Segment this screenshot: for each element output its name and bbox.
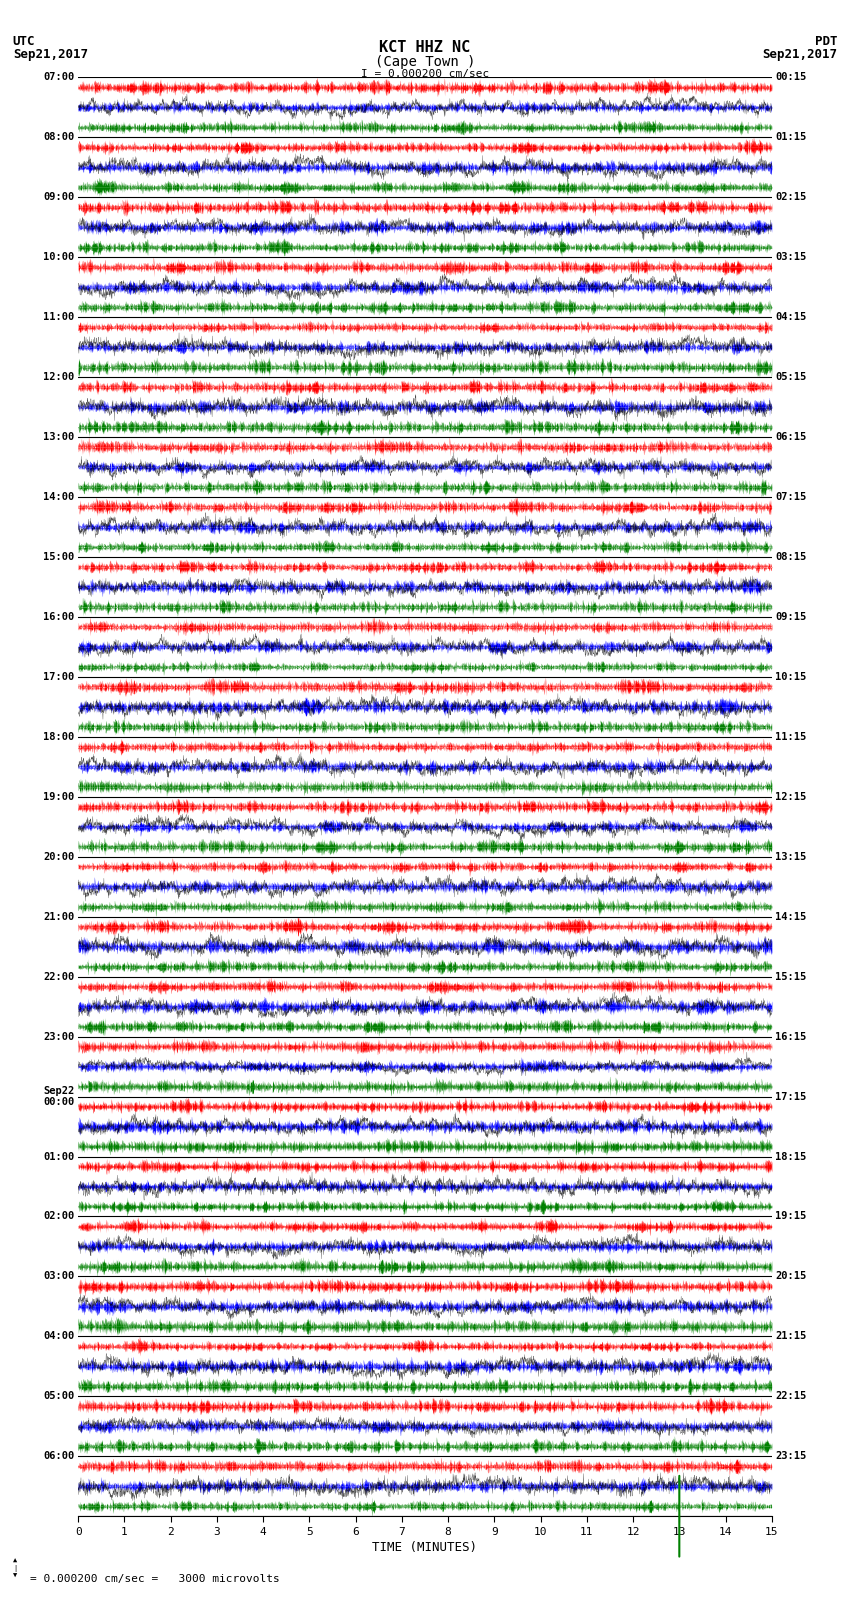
Text: 14:15: 14:15 bbox=[775, 911, 807, 921]
Text: ▲
|
▼: ▲ | ▼ bbox=[13, 1558, 17, 1579]
Text: 20:00: 20:00 bbox=[43, 852, 75, 861]
Text: 06:15: 06:15 bbox=[775, 432, 807, 442]
Text: 07:00: 07:00 bbox=[43, 73, 75, 82]
Text: 21:15: 21:15 bbox=[775, 1331, 807, 1342]
Text: Sep22
00:00: Sep22 00:00 bbox=[43, 1086, 75, 1108]
Text: 05:15: 05:15 bbox=[775, 373, 807, 382]
Text: 04:15: 04:15 bbox=[775, 313, 807, 323]
Text: 21:00: 21:00 bbox=[43, 911, 75, 921]
Text: 22:00: 22:00 bbox=[43, 971, 75, 982]
Text: 14:00: 14:00 bbox=[43, 492, 75, 502]
Text: 16:00: 16:00 bbox=[43, 611, 75, 623]
Text: 00:15: 00:15 bbox=[775, 73, 807, 82]
Text: Sep21,2017: Sep21,2017 bbox=[762, 48, 837, 61]
Text: 15:15: 15:15 bbox=[775, 971, 807, 982]
Text: 17:00: 17:00 bbox=[43, 673, 75, 682]
Text: 01:15: 01:15 bbox=[775, 132, 807, 142]
Text: 13:00: 13:00 bbox=[43, 432, 75, 442]
Text: 01:00: 01:00 bbox=[43, 1152, 75, 1161]
Text: 06:00: 06:00 bbox=[43, 1452, 75, 1461]
Text: 23:15: 23:15 bbox=[775, 1452, 807, 1461]
Text: 11:00: 11:00 bbox=[43, 313, 75, 323]
Text: 16:15: 16:15 bbox=[775, 1032, 807, 1042]
Text: 10:15: 10:15 bbox=[775, 673, 807, 682]
Text: 19:00: 19:00 bbox=[43, 792, 75, 802]
Text: 15:00: 15:00 bbox=[43, 552, 75, 561]
Text: 12:00: 12:00 bbox=[43, 373, 75, 382]
Text: 18:15: 18:15 bbox=[775, 1152, 807, 1161]
Text: 20:15: 20:15 bbox=[775, 1271, 807, 1281]
X-axis label: TIME (MINUTES): TIME (MINUTES) bbox=[372, 1540, 478, 1553]
Text: 05:00: 05:00 bbox=[43, 1392, 75, 1402]
Text: I = 0.000200 cm/sec: I = 0.000200 cm/sec bbox=[361, 69, 489, 79]
Text: 18:00: 18:00 bbox=[43, 732, 75, 742]
Text: 09:15: 09:15 bbox=[775, 611, 807, 623]
Text: KCT HHZ NC: KCT HHZ NC bbox=[379, 40, 471, 55]
Text: 09:00: 09:00 bbox=[43, 192, 75, 202]
Text: 03:00: 03:00 bbox=[43, 1271, 75, 1281]
Text: 23:00: 23:00 bbox=[43, 1032, 75, 1042]
Text: (Cape Town ): (Cape Town ) bbox=[375, 55, 475, 69]
Text: 04:00: 04:00 bbox=[43, 1331, 75, 1342]
Text: 10:00: 10:00 bbox=[43, 252, 75, 263]
Text: 03:15: 03:15 bbox=[775, 252, 807, 263]
Text: 19:15: 19:15 bbox=[775, 1211, 807, 1221]
Text: 07:15: 07:15 bbox=[775, 492, 807, 502]
Text: 02:00: 02:00 bbox=[43, 1211, 75, 1221]
Text: 08:00: 08:00 bbox=[43, 132, 75, 142]
Text: PDT: PDT bbox=[815, 35, 837, 48]
Text: 02:15: 02:15 bbox=[775, 192, 807, 202]
Text: = 0.000200 cm/sec =   3000 microvolts: = 0.000200 cm/sec = 3000 microvolts bbox=[30, 1574, 280, 1584]
Text: 13:15: 13:15 bbox=[775, 852, 807, 861]
Text: 22:15: 22:15 bbox=[775, 1392, 807, 1402]
Text: UTC: UTC bbox=[13, 35, 35, 48]
Text: 08:15: 08:15 bbox=[775, 552, 807, 561]
Text: Sep21,2017: Sep21,2017 bbox=[13, 48, 88, 61]
Text: 12:15: 12:15 bbox=[775, 792, 807, 802]
Text: 11:15: 11:15 bbox=[775, 732, 807, 742]
Text: 17:15: 17:15 bbox=[775, 1092, 807, 1102]
